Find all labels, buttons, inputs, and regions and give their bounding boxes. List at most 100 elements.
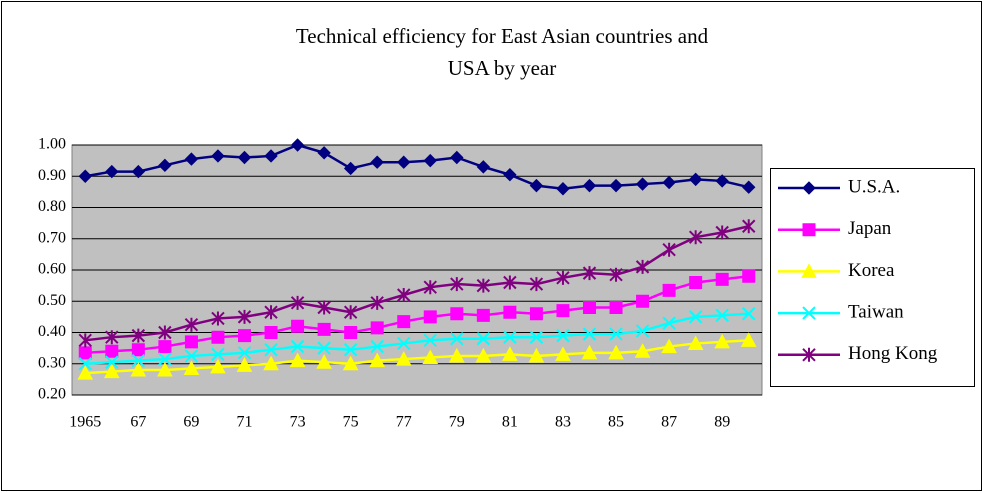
data-point xyxy=(609,301,623,314)
data-point xyxy=(503,305,517,319)
data-point xyxy=(476,278,491,293)
data-point xyxy=(342,355,359,371)
data-point xyxy=(715,225,729,240)
data-point xyxy=(317,300,331,315)
x-tick-label: 83 xyxy=(555,414,571,431)
data-point xyxy=(529,277,544,292)
x-tick-label: 77 xyxy=(396,414,412,431)
data-point xyxy=(422,349,439,364)
data-point xyxy=(582,178,597,193)
data-point xyxy=(131,353,146,368)
data-point xyxy=(105,355,119,369)
legend-marker xyxy=(801,263,817,278)
data-point xyxy=(158,340,172,354)
series-line xyxy=(85,225,750,342)
legend-marker xyxy=(802,347,816,362)
data-point xyxy=(184,317,199,332)
data-point xyxy=(343,161,358,176)
data-point xyxy=(423,280,437,295)
data-point xyxy=(263,355,279,371)
data-point xyxy=(370,339,384,354)
data-point xyxy=(264,305,278,320)
data-point xyxy=(211,330,225,344)
x-tick-label: 71 xyxy=(237,414,253,431)
data-point xyxy=(635,324,650,338)
data-point xyxy=(582,327,597,341)
data-point xyxy=(184,152,199,166)
x-tick-label: 87 xyxy=(661,414,677,431)
data-point xyxy=(105,164,119,179)
x-tick-label: 85 xyxy=(608,414,624,431)
data-point xyxy=(158,158,172,173)
data-point xyxy=(528,347,545,363)
data-point xyxy=(317,322,331,336)
x-tick-label: 1965 xyxy=(69,414,101,431)
data-point xyxy=(237,309,252,324)
data-point xyxy=(635,259,650,274)
legend-label: U.S.A. xyxy=(848,176,900,197)
y-tick-label: 0.60 xyxy=(38,261,66,278)
data-point xyxy=(609,327,623,341)
data-point xyxy=(556,304,570,318)
data-point xyxy=(742,307,756,321)
data-point xyxy=(450,307,464,321)
data-point xyxy=(687,335,704,350)
data-point xyxy=(184,349,199,363)
data-point xyxy=(662,242,676,257)
data-point xyxy=(369,352,386,368)
data-point xyxy=(105,344,119,358)
data-point xyxy=(688,310,703,324)
data-point xyxy=(450,332,464,346)
data-point xyxy=(423,153,437,168)
data-point xyxy=(714,333,731,349)
data-point xyxy=(237,346,252,360)
data-point xyxy=(238,329,251,343)
data-point xyxy=(556,270,570,285)
legend-marker xyxy=(802,223,816,237)
y-tick-label: 0.30 xyxy=(38,354,66,371)
data-point xyxy=(210,358,226,374)
x-tick-label: 81 xyxy=(502,414,518,431)
data-point xyxy=(503,330,517,344)
data-point xyxy=(77,365,94,380)
data-point xyxy=(609,267,623,282)
data-point xyxy=(370,295,384,310)
data-point xyxy=(450,277,464,292)
data-point xyxy=(636,294,650,308)
data-point xyxy=(131,343,145,357)
y-tick-label: 1.00 xyxy=(38,136,66,153)
y-tick-label: 0.50 xyxy=(38,292,66,309)
x-tick-label: 79 xyxy=(449,414,465,431)
legend-label: Taiwan xyxy=(848,301,904,322)
data-point xyxy=(78,357,92,371)
data-point xyxy=(529,178,544,193)
data-point xyxy=(343,342,358,357)
data-point xyxy=(476,332,491,346)
y-tick-label: 0.90 xyxy=(38,167,66,184)
data-point xyxy=(289,352,306,368)
data-point xyxy=(423,310,437,324)
x-tick-label: 69 xyxy=(183,414,199,431)
data-point xyxy=(661,338,677,354)
data-point xyxy=(450,150,464,165)
data-point xyxy=(502,346,518,361)
data-point xyxy=(211,347,225,362)
data-point xyxy=(103,363,120,379)
data-point xyxy=(555,346,571,361)
data-point xyxy=(688,230,703,245)
series-line xyxy=(85,312,749,365)
chart-title: Technical efficiency for East Asian coun… xyxy=(295,24,709,80)
legend-marker xyxy=(802,306,816,320)
data-point xyxy=(344,326,358,339)
data-point xyxy=(157,361,173,377)
data-point xyxy=(503,167,517,182)
x-tick-label: 89 xyxy=(714,414,730,431)
data-point xyxy=(158,325,172,340)
data-point xyxy=(688,172,703,187)
data-point xyxy=(742,219,756,234)
data-point xyxy=(237,150,252,165)
data-point xyxy=(556,328,570,343)
data-point xyxy=(317,146,331,160)
legend-label: Hong Kong xyxy=(848,343,938,364)
